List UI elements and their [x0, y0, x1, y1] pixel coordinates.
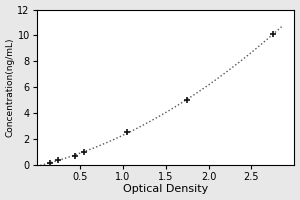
X-axis label: Optical Density: Optical Density	[123, 184, 208, 194]
Y-axis label: Concentration(ng/mL): Concentration(ng/mL)	[6, 37, 15, 137]
